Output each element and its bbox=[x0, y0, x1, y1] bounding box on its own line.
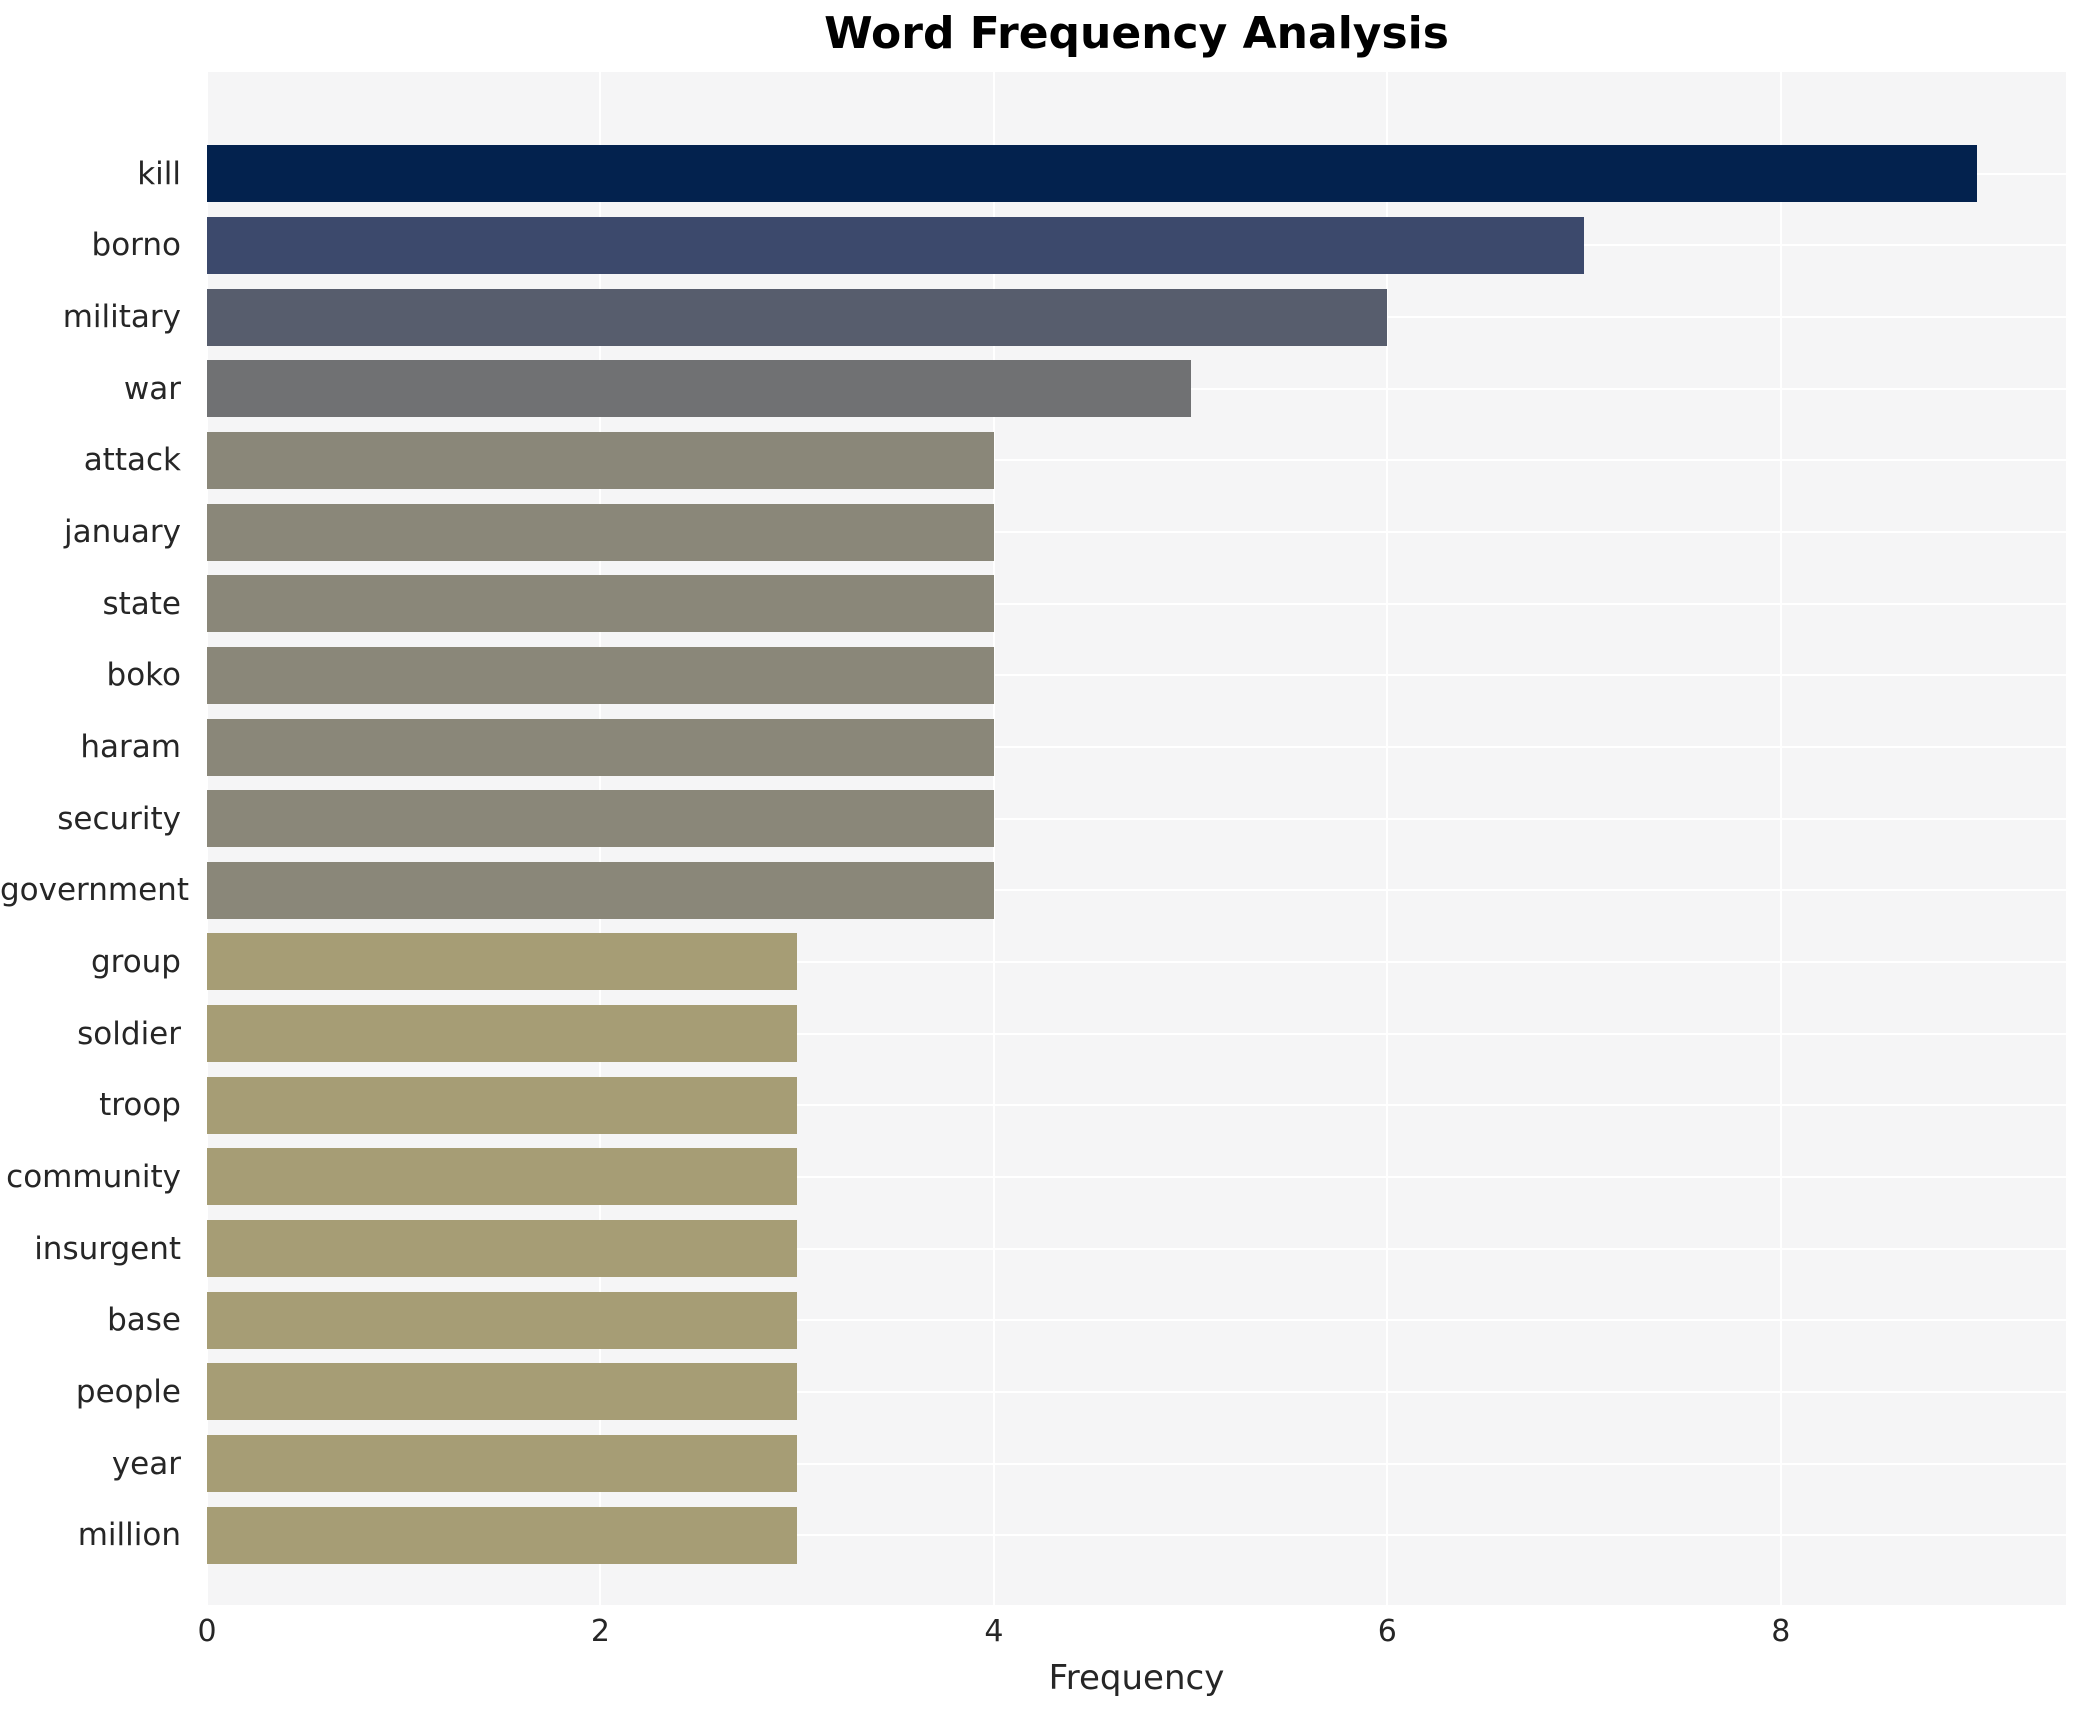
bar-kill bbox=[207, 145, 1978, 203]
y-tick-label-year: year bbox=[111, 1445, 181, 1482]
y-tick-label-troop: troop bbox=[99, 1087, 181, 1124]
bar-military bbox=[207, 288, 1388, 346]
y-tick-label-people: people bbox=[75, 1373, 181, 1410]
y-gridline bbox=[207, 459, 2066, 462]
y-gridline bbox=[207, 602, 2066, 605]
y-gridline bbox=[207, 1534, 2066, 1537]
x-tick-label: 8 bbox=[1771, 1614, 1791, 1649]
bar-soldier bbox=[207, 1005, 798, 1063]
plot-area bbox=[206, 72, 2066, 1605]
y-tick-label-community: community bbox=[6, 1158, 181, 1195]
y-gridline bbox=[207, 889, 2066, 892]
y-tick-label-group: group bbox=[90, 943, 181, 980]
x-gridline bbox=[992, 72, 995, 1605]
y-gridline bbox=[207, 1032, 2066, 1035]
y-tick-label-attack: attack bbox=[83, 442, 181, 479]
y-gridline bbox=[207, 531, 2066, 534]
x-axis-ticks: 0 2 4 6 8 bbox=[197, 1614, 2066, 1654]
bar-group bbox=[207, 933, 798, 991]
bar-state bbox=[207, 575, 994, 633]
y-tick-label-military: military bbox=[62, 299, 181, 336]
y-tick-label-million: million bbox=[77, 1517, 181, 1554]
y-gridline bbox=[207, 746, 2066, 749]
bar-insurgent bbox=[207, 1220, 798, 1278]
y-tick-label-soldier: soldier bbox=[77, 1015, 181, 1052]
bar-war bbox=[207, 360, 1191, 418]
y-gridline bbox=[207, 960, 2066, 963]
bar-haram bbox=[207, 718, 994, 776]
y-tick-label-january: january bbox=[64, 514, 181, 551]
y-tick-label-war: war bbox=[123, 370, 181, 407]
y-tick-label-security: security bbox=[57, 800, 181, 837]
bar-january bbox=[207, 503, 994, 561]
y-tick-label-haram: haram bbox=[80, 729, 181, 766]
y-tick-label-kill: kill bbox=[137, 155, 181, 192]
y-tick-label-state: state bbox=[102, 585, 181, 622]
y-gridline bbox=[207, 817, 2066, 820]
y-gridline bbox=[207, 1462, 2066, 1465]
y-tick-label-base: base bbox=[107, 1302, 181, 1339]
x-tick-label: 0 bbox=[197, 1614, 217, 1649]
x-tick-label: 6 bbox=[1377, 1614, 1397, 1649]
y-gridline bbox=[207, 1319, 2066, 1322]
bar-community bbox=[207, 1148, 798, 1206]
y-tick-label-borno: borno bbox=[91, 227, 181, 264]
y-gridline bbox=[207, 1390, 2066, 1393]
chart-title: Word Frequency Analysis bbox=[824, 8, 1449, 59]
y-tick-label-government: government bbox=[0, 872, 189, 909]
y-gridline bbox=[207, 1247, 2066, 1250]
x-tick-label: 2 bbox=[590, 1614, 610, 1649]
bar-government bbox=[207, 861, 994, 919]
y-gridline bbox=[207, 1175, 2066, 1178]
x-gridline bbox=[1386, 72, 1389, 1605]
bar-people bbox=[207, 1363, 798, 1421]
bar-base bbox=[207, 1291, 798, 1349]
y-gridline bbox=[207, 1104, 2066, 1107]
x-axis-label: Frequency bbox=[1048, 1658, 1225, 1698]
bar-security bbox=[207, 790, 994, 848]
x-tick-label: 4 bbox=[984, 1614, 1004, 1649]
y-tick-label-insurgent: insurgent bbox=[34, 1230, 181, 1267]
y-tick-label-boko: boko bbox=[106, 657, 181, 694]
bar-troop bbox=[207, 1076, 798, 1134]
y-axis-labels: kill borno military war attack january state bo… bbox=[0, 72, 193, 1605]
bar-attack bbox=[207, 431, 994, 489]
bar-boko bbox=[207, 646, 994, 704]
bar-year bbox=[207, 1435, 798, 1493]
x-gridline bbox=[1779, 72, 1782, 1605]
y-gridline bbox=[207, 674, 2066, 677]
bar-million bbox=[207, 1506, 798, 1564]
bar-borno bbox=[207, 216, 1585, 274]
